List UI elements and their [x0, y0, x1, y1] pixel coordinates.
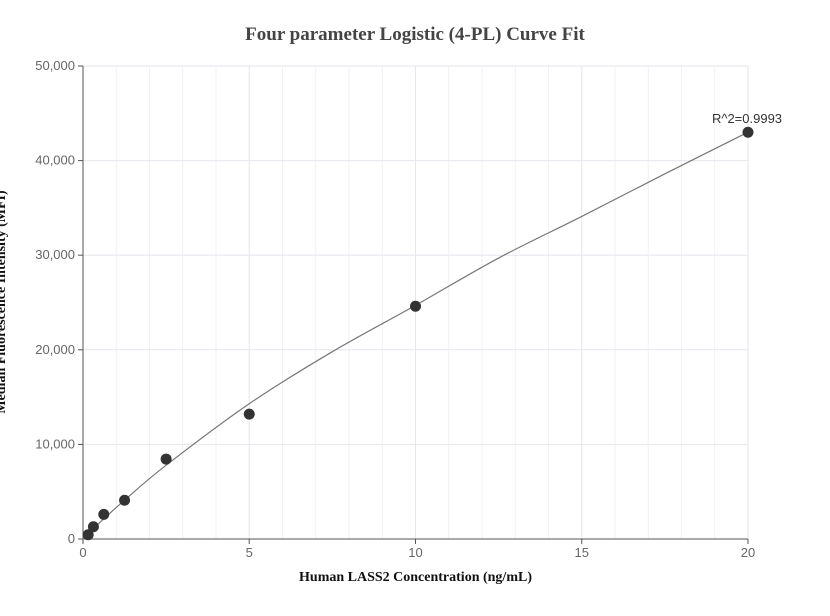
x-tick-label: 5 [246, 545, 253, 560]
minor-gridlines [115, 66, 716, 539]
y-tick-label: 10,000 [35, 436, 75, 451]
r-squared-annotation: R^2=0.9993 [712, 111, 782, 126]
annotations-layer: R^2=0.9993 [712, 111, 782, 126]
y-tick-label: 40,000 [35, 153, 75, 168]
data-point [410, 300, 421, 312]
x-tick-label: 15 [575, 545, 589, 560]
x-tick-label: 20 [741, 545, 755, 560]
x-axis-title: Human LASS2 Concentration (ng/mL) [299, 570, 532, 585]
tick-labels: 0 10,000 20,000 30,000 40,000 50,000 0 5 10 15 20 [35, 58, 755, 560]
y-tick-label: 30,000 [35, 247, 75, 262]
data-point [119, 494, 131, 506]
data-point [742, 126, 754, 138]
y-tick-label: 0 [68, 531, 75, 546]
data-point [82, 529, 94, 541]
data-point [98, 508, 110, 520]
data-point [160, 453, 172, 465]
x-tick-label: 0 [79, 545, 86, 560]
axes [78, 65, 749, 544]
y-tick-label: 50,000 [35, 58, 75, 73]
x-tick-label: 10 [408, 545, 422, 560]
y-tick-label: 20,000 [35, 342, 75, 357]
data-points-layer [82, 126, 754, 541]
data-point [87, 521, 99, 533]
major-gridlines [83, 65, 749, 539]
data-point [243, 408, 255, 420]
chart-title: Four parameter Logistic (4-PL) Curve Fit [245, 24, 585, 45]
